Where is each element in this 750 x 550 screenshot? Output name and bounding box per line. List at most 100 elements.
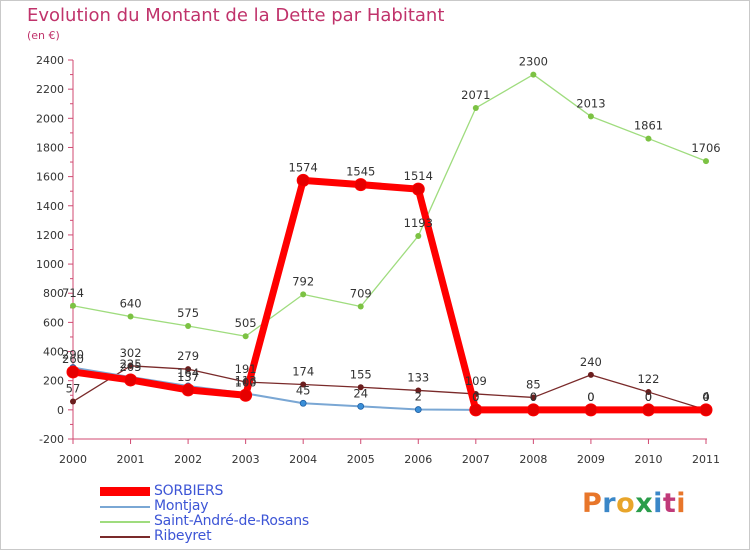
data-point: [469, 403, 483, 417]
y-tick-label: 1200: [36, 229, 64, 242]
data-point: [296, 173, 310, 187]
chart-subtitle: (en €): [27, 29, 60, 42]
x-tick-label: 2006: [404, 453, 432, 466]
chart-title: Evolution du Montant de la Dette par Hab…: [27, 5, 445, 26]
series-line: [72, 73, 707, 337]
data-point: [70, 302, 76, 309]
logo-letter: o: [616, 488, 636, 519]
data-label: 155: [350, 367, 372, 381]
data-point: [645, 135, 652, 142]
y-tick-label: 1600: [36, 171, 64, 184]
chart-axes: -200020040060080010001200140016001800200…: [36, 54, 720, 466]
legend-swatch: [100, 520, 150, 523]
data-label: 24: [353, 386, 368, 400]
data-point: [354, 178, 368, 192]
data-label: 0: [645, 390, 652, 404]
y-tick-label: 2200: [36, 83, 64, 96]
proxiti-logo: Proxiti: [582, 488, 686, 519]
data-point: [127, 313, 134, 320]
x-tick-label: 2010: [634, 453, 662, 466]
data-label: 137: [177, 370, 199, 384]
y-tick-label: 200: [43, 375, 64, 388]
legend-label: Saint-André-de-Rosans: [154, 513, 309, 529]
data-label: 714: [62, 286, 84, 300]
data-label: 2013: [576, 96, 605, 110]
logo-letter: x: [635, 488, 654, 519]
data-label: 85: [526, 377, 541, 391]
data-point: [300, 381, 307, 388]
data-label: 575: [177, 306, 199, 320]
data-label: 57: [66, 382, 81, 396]
data-point: [70, 398, 76, 405]
data-point: [530, 71, 537, 78]
data-label: 225: [120, 357, 142, 371]
data-point: [526, 403, 540, 417]
y-tick-label: 600: [43, 316, 64, 329]
data-point: [641, 403, 655, 417]
data-point: [242, 333, 249, 340]
data-label: 0: [472, 390, 479, 404]
data-point: [645, 389, 652, 396]
data-label: 0: [645, 390, 652, 404]
x-tick-label: 2003: [232, 453, 260, 466]
data-label: 1861: [634, 119, 663, 133]
data-label: 260: [62, 352, 84, 366]
y-tick-label: 400: [43, 346, 64, 359]
y-tick-label: 800: [43, 287, 64, 300]
series-line: [69, 176, 710, 414]
data-label: 0: [530, 390, 537, 404]
x-tick-label: 2009: [577, 453, 605, 466]
data-point: [584, 403, 598, 417]
chart-lines: [66, 71, 713, 417]
y-tick-label: 1000: [36, 258, 64, 271]
data-label: 164: [177, 366, 199, 380]
data-label: 0: [587, 390, 594, 404]
data-label: 0: [587, 390, 594, 404]
logo-letter: i: [653, 488, 663, 519]
data-label: 640: [120, 297, 142, 311]
x-tick-label: 2004: [289, 453, 317, 466]
data-point: [357, 384, 364, 391]
data-point: [127, 362, 134, 369]
legend-swatch: [100, 535, 150, 538]
logo-letter: r: [602, 488, 617, 519]
data-label: 1514: [404, 169, 433, 183]
line-chart: -200020040060080010001200140016001800200…: [36, 54, 721, 466]
data-label: 290: [62, 348, 84, 362]
data-point: [299, 399, 307, 407]
data-point: [239, 388, 253, 402]
x-tick-label: 2007: [462, 453, 490, 466]
legend-label: Ribeyret: [154, 528, 212, 544]
data-point: [185, 366, 192, 373]
data-label: 505: [235, 316, 257, 330]
data-label: 279: [177, 349, 199, 363]
data-label: 302: [120, 346, 142, 360]
logo-letter: t: [662, 488, 677, 519]
series-line: [72, 365, 707, 411]
data-point: [415, 232, 422, 239]
data-label: 240: [580, 355, 602, 369]
y-tick-label: 1800: [36, 141, 64, 154]
data-point: [124, 373, 138, 387]
data-point: [181, 383, 195, 397]
data-label: 113: [235, 373, 257, 387]
data-label: 1574: [289, 160, 318, 174]
data-label: 1545: [346, 165, 375, 179]
data-point: [414, 406, 422, 413]
x-tick-label: 2008: [519, 453, 547, 466]
legend-swatch: [100, 487, 150, 496]
x-tick-label: 2002: [174, 453, 202, 466]
data-label: 0: [702, 390, 709, 404]
data-point: [357, 303, 364, 310]
data-label: 174: [292, 364, 314, 378]
data-point: [300, 291, 307, 298]
data-point: [699, 403, 713, 417]
data-label: 122: [637, 372, 659, 386]
y-tick-label: 2400: [36, 54, 64, 67]
data-label: 45: [296, 383, 311, 397]
x-tick-label: 2000: [59, 453, 87, 466]
data-point: [185, 323, 192, 330]
data-label: 109: [465, 374, 487, 388]
